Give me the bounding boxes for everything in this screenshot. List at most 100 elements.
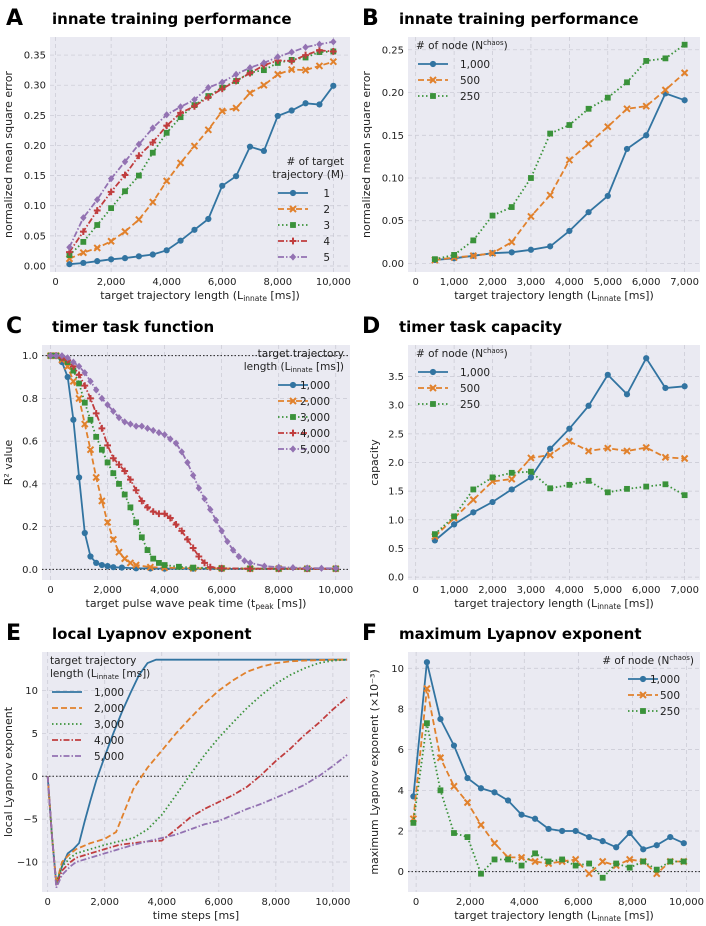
panel-d-plot-area [408, 345, 700, 580]
panel-a-series-1-point [246, 143, 254, 150]
panel-a-series-5-point [66, 243, 73, 251]
panel-d-series-2-point [623, 447, 631, 455]
panel-c-series-1-point [87, 553, 94, 560]
panel-c-series-5-point [289, 564, 297, 572]
panel-a-legend-marker [289, 189, 297, 197]
panel-e-series-5-line [46, 754, 348, 889]
panel-d-legend-label: 250 [460, 399, 480, 411]
panel-c-series-5-point [144, 424, 151, 432]
panel-c-series-5-point [161, 431, 168, 439]
panel-e-series-1 [46, 658, 348, 884]
panel-c-legend-label: 3,000 [300, 412, 330, 424]
panel-f-series-3-point [464, 834, 471, 840]
panel-a-series-2-point [121, 227, 129, 236]
panel-a-series-1-point [135, 253, 142, 260]
panel-c-series-3-point [104, 459, 111, 466]
panel-f-series-3-point [451, 830, 457, 836]
panel-c-series-4-point [104, 442, 111, 449]
panel-d-xtick-label: 1,000 [440, 585, 469, 596]
panel-c-series-4-point [166, 514, 174, 522]
panel-d-series-1-point [681, 383, 688, 390]
panel-c-series-5-point [229, 546, 237, 554]
panel-c-series-4-point [195, 553, 203, 560]
panel-b-series-3 [431, 41, 688, 263]
panel-d-xtick-label: 3,000 [517, 585, 546, 596]
panel-c-legend-label: 2,000 [300, 396, 330, 408]
panel-a-series-4-point [79, 228, 87, 236]
panel-b-ytick-label: 0.05 [382, 216, 404, 227]
panel-c-series-5-point [155, 428, 163, 437]
panel-c-series-3-point [98, 446, 105, 453]
panel-c-series-4-point [81, 382, 89, 389]
panel-d-ytick-label: 3.0 [388, 401, 404, 412]
panel-d-series-3-point [528, 468, 534, 475]
panel-b-xtick-label: 3,000 [517, 277, 546, 288]
panel-c-series-5-point [332, 564, 339, 572]
panel-a-series-1-point [94, 258, 101, 265]
panel-a-series-5-point [80, 214, 87, 222]
panel-d-series-1-point [566, 425, 573, 432]
panel-b-series-3-point [528, 175, 534, 181]
panel-c-series-2-point [86, 445, 95, 454]
panel-c-series-5-point [53, 352, 60, 360]
panel-f-xtick-label: 4,000 [510, 897, 539, 908]
panel-d-xtick-label: 5,000 [593, 585, 622, 596]
panel-e-series-5 [46, 754, 348, 889]
panel-a-series-5-point [121, 158, 129, 166]
panel-c-ylabel: R² value [2, 439, 15, 485]
panel-c-series-5-point [246, 559, 254, 567]
panel-f-series-3-point [626, 864, 633, 871]
panel-d-xtick-label: 6,000 [632, 585, 661, 596]
panel-d-ytick-label: 0.0 [388, 573, 404, 584]
panel-a-series-1-point [191, 226, 198, 233]
panel-c-title: timer task function [52, 318, 214, 336]
panel-b-xtick-label: 1,000 [440, 277, 469, 288]
panel-a-series-1-point [316, 101, 323, 108]
panel-d-series-2-point [565, 437, 574, 446]
panel-f-series-2-point [531, 857, 539, 866]
panel-d-letter: D [362, 314, 380, 339]
panel-c-legend-title: target trajectory [258, 348, 344, 360]
panel-c-series-4-point [98, 424, 106, 432]
panel-a-series-4-point [93, 207, 101, 214]
panel-a-series-1 [66, 82, 337, 268]
panel-a-legend-label: 1 [323, 188, 330, 200]
panel-b-xlabel: target trajectory length (Linnate [ms]) [454, 289, 654, 303]
panel-c-series-5-point [184, 458, 191, 467]
panel-c-series-3-point [116, 480, 122, 487]
panel-c-legend-marker [289, 397, 297, 405]
panel-f-series-3-point [640, 858, 647, 865]
panel-c-series-5-point [150, 426, 157, 435]
panel-a-series-4-point [149, 139, 157, 146]
panel-a-series-1-point [205, 215, 212, 223]
panel-c-series-5-point [201, 495, 208, 503]
panel-b-series-1-point [566, 227, 573, 235]
panel-a-series-1-point [177, 237, 184, 244]
panel-a-series-1-point [163, 247, 170, 254]
panel-a-series-2-point [162, 177, 171, 185]
panel-c-series-5-point [195, 484, 203, 492]
panel-b-series-2-point [661, 86, 670, 94]
panel-a-ytick-label: 0.25 [24, 111, 46, 122]
panel-c-legend-label: 5,000 [300, 444, 330, 456]
panel-a-series-1-point [274, 112, 281, 120]
panel-e-legend-label: 4,000 [94, 735, 124, 747]
panel-c-series-5-point [75, 362, 83, 370]
panel-c-series-4-point [75, 371, 83, 379]
panel-d-series-2-point [661, 453, 670, 462]
panel-d-title: timer task capacity [399, 318, 562, 336]
panel-d-series-2-point [527, 454, 535, 462]
panel-c-series-2-point [98, 497, 106, 505]
panel-e-xtick-label: 10,000 [315, 897, 350, 908]
panel-b-series-3-point [431, 256, 438, 263]
panel-c-series-3-point [70, 367, 77, 374]
panel-e-xtick-label: 4,000 [147, 897, 176, 908]
panel-c-series-4-point [206, 563, 214, 571]
panel-d-legend-label: 500 [460, 383, 480, 395]
panel-b-plot-area [408, 37, 700, 272]
panel-e-xtick-label: 8,000 [262, 897, 291, 908]
panel-a-xtick-label: 2,000 [97, 277, 126, 288]
